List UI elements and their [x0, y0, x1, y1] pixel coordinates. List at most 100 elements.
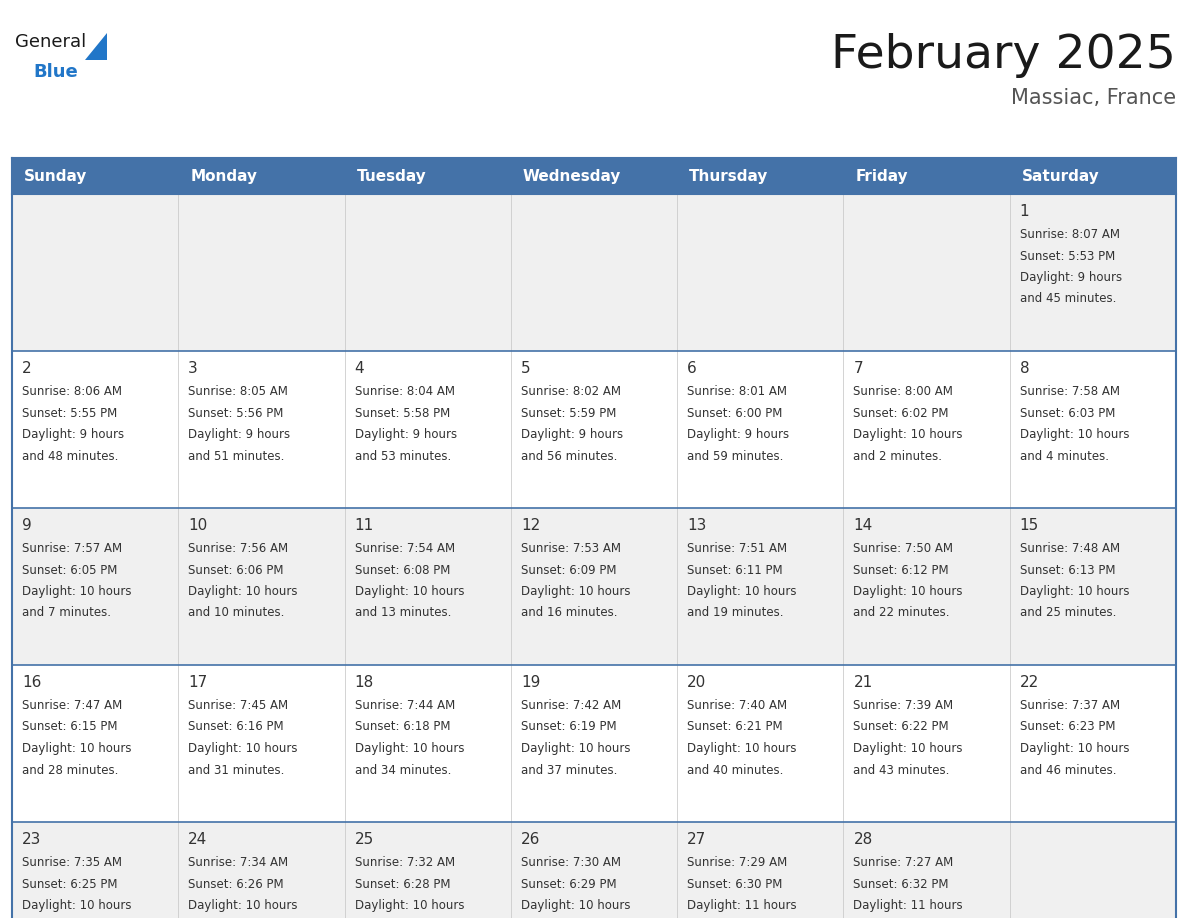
Text: Sunset: 6:13 PM: Sunset: 6:13 PM	[1019, 564, 1116, 577]
Text: Sunset: 5:55 PM: Sunset: 5:55 PM	[23, 407, 118, 420]
Text: Sunrise: 7:48 AM: Sunrise: 7:48 AM	[1019, 542, 1120, 555]
Text: and 56 minutes.: and 56 minutes.	[520, 450, 618, 463]
Bar	[1010, 822, 1176, 918]
Text: Sunset: 6:29 PM: Sunset: 6:29 PM	[520, 878, 617, 890]
Bar	[511, 665, 677, 822]
Bar	[1010, 351, 1176, 508]
Text: Daylight: 10 hours: Daylight: 10 hours	[23, 585, 132, 598]
Text: Sunset: 6:22 PM: Sunset: 6:22 PM	[853, 721, 949, 733]
Text: Sunrise: 7:34 AM: Sunrise: 7:34 AM	[188, 856, 289, 869]
Bar	[178, 822, 345, 918]
Text: Daylight: 10 hours: Daylight: 10 hours	[853, 742, 963, 755]
Bar	[345, 665, 511, 822]
Text: Sunrise: 7:27 AM: Sunrise: 7:27 AM	[853, 856, 954, 869]
Text: Sunset: 6:25 PM: Sunset: 6:25 PM	[23, 878, 118, 890]
Text: Daylight: 10 hours: Daylight: 10 hours	[354, 585, 465, 598]
Bar	[345, 822, 511, 918]
Text: and 40 minutes.: and 40 minutes.	[687, 764, 784, 777]
Text: Saturday: Saturday	[1022, 169, 1099, 184]
Bar	[677, 351, 843, 508]
Bar	[12, 508, 178, 665]
Text: Sunset: 6:26 PM: Sunset: 6:26 PM	[188, 878, 284, 890]
Text: Daylight: 9 hours: Daylight: 9 hours	[687, 428, 789, 441]
Text: Daylight: 10 hours: Daylight: 10 hours	[23, 899, 132, 912]
Bar	[12, 194, 178, 351]
Text: and 34 minutes.: and 34 minutes.	[354, 764, 451, 777]
Text: Daylight: 9 hours: Daylight: 9 hours	[354, 428, 456, 441]
Text: 8: 8	[1019, 361, 1029, 376]
Text: Sunrise: 8:06 AM: Sunrise: 8:06 AM	[23, 385, 122, 398]
Bar	[843, 665, 1010, 822]
Text: Daylight: 10 hours: Daylight: 10 hours	[354, 899, 465, 912]
Text: Sunrise: 7:44 AM: Sunrise: 7:44 AM	[354, 699, 455, 712]
Bar	[511, 822, 677, 918]
Text: Sunset: 6:03 PM: Sunset: 6:03 PM	[1019, 407, 1116, 420]
Text: Sunset: 6:18 PM: Sunset: 6:18 PM	[354, 721, 450, 733]
Text: and 43 minutes.: and 43 minutes.	[853, 764, 949, 777]
Text: 28: 28	[853, 832, 873, 847]
Bar	[345, 351, 511, 508]
Bar	[178, 665, 345, 822]
Text: 18: 18	[354, 675, 374, 690]
Text: and 31 minutes.: and 31 minutes.	[188, 764, 285, 777]
Bar	[843, 351, 1010, 508]
Text: Sunrise: 8:01 AM: Sunrise: 8:01 AM	[687, 385, 788, 398]
Text: and 2 minutes.: and 2 minutes.	[853, 450, 942, 463]
Text: 3: 3	[188, 361, 198, 376]
Text: Daylight: 10 hours: Daylight: 10 hours	[1019, 428, 1130, 441]
Text: Daylight: 9 hours: Daylight: 9 hours	[520, 428, 623, 441]
Text: Sunset: 6:05 PM: Sunset: 6:05 PM	[23, 564, 118, 577]
Text: 12: 12	[520, 518, 541, 533]
Text: and 46 minutes.: and 46 minutes.	[1019, 764, 1117, 777]
Bar	[511, 158, 677, 194]
Text: 17: 17	[188, 675, 208, 690]
Bar	[511, 351, 677, 508]
Text: Massiac, France: Massiac, France	[1011, 88, 1176, 108]
Bar	[511, 508, 677, 665]
Text: Daylight: 10 hours: Daylight: 10 hours	[188, 742, 298, 755]
Text: Sunrise: 7:30 AM: Sunrise: 7:30 AM	[520, 856, 621, 869]
Text: 2: 2	[23, 361, 32, 376]
Text: and 51 minutes.: and 51 minutes.	[188, 450, 285, 463]
Text: Daylight: 10 hours: Daylight: 10 hours	[520, 899, 631, 912]
Text: and 37 minutes.: and 37 minutes.	[520, 764, 618, 777]
Text: 20: 20	[687, 675, 707, 690]
Text: Daylight: 10 hours: Daylight: 10 hours	[354, 742, 465, 755]
Text: Sunrise: 7:32 AM: Sunrise: 7:32 AM	[354, 856, 455, 869]
Bar	[677, 665, 843, 822]
Text: 13: 13	[687, 518, 707, 533]
Text: Daylight: 10 hours: Daylight: 10 hours	[188, 899, 298, 912]
Bar	[1010, 158, 1176, 194]
Text: Sunrise: 7:37 AM: Sunrise: 7:37 AM	[1019, 699, 1120, 712]
Text: 16: 16	[23, 675, 42, 690]
Text: 15: 15	[1019, 518, 1040, 533]
Text: and 45 minutes.: and 45 minutes.	[1019, 293, 1116, 306]
Text: Sunrise: 8:02 AM: Sunrise: 8:02 AM	[520, 385, 621, 398]
Text: Daylight: 10 hours: Daylight: 10 hours	[853, 428, 963, 441]
Text: and 22 minutes.: and 22 minutes.	[853, 607, 950, 620]
Text: Sunrise: 7:54 AM: Sunrise: 7:54 AM	[354, 542, 455, 555]
Text: Daylight: 10 hours: Daylight: 10 hours	[188, 585, 298, 598]
Bar	[1010, 508, 1176, 665]
Text: Sunrise: 8:05 AM: Sunrise: 8:05 AM	[188, 385, 289, 398]
Text: Sunset: 6:23 PM: Sunset: 6:23 PM	[1019, 721, 1116, 733]
Text: Wednesday: Wednesday	[523, 169, 621, 184]
Text: Sunday: Sunday	[24, 169, 88, 184]
Text: 22: 22	[1019, 675, 1040, 690]
Text: Sunset: 6:08 PM: Sunset: 6:08 PM	[354, 564, 450, 577]
Text: Sunrise: 7:47 AM: Sunrise: 7:47 AM	[23, 699, 122, 712]
Text: Daylight: 10 hours: Daylight: 10 hours	[520, 742, 631, 755]
Text: Sunset: 5:59 PM: Sunset: 5:59 PM	[520, 407, 617, 420]
Text: Daylight: 10 hours: Daylight: 10 hours	[853, 585, 963, 598]
Text: Friday: Friday	[855, 169, 908, 184]
Text: Sunset: 6:06 PM: Sunset: 6:06 PM	[188, 564, 284, 577]
Text: 26: 26	[520, 832, 541, 847]
Text: Sunrise: 7:39 AM: Sunrise: 7:39 AM	[853, 699, 954, 712]
Text: Blue: Blue	[33, 63, 77, 81]
Text: 21: 21	[853, 675, 873, 690]
Text: 7: 7	[853, 361, 862, 376]
Text: and 4 minutes.: and 4 minutes.	[1019, 450, 1108, 463]
Bar	[12, 665, 178, 822]
Text: 23: 23	[23, 832, 42, 847]
Bar	[12, 351, 178, 508]
